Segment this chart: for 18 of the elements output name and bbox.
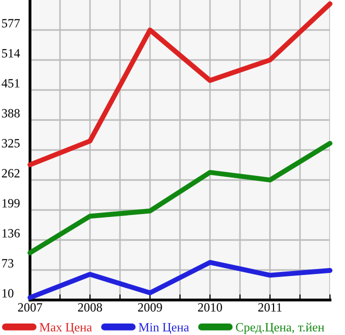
- y-tick-label: 10: [2, 289, 14, 298]
- y-tick-label: 514: [2, 49, 20, 58]
- x-tick-label: 2007: [18, 303, 42, 312]
- y-tick-label: 262: [2, 169, 20, 178]
- y-tick-label: 73: [2, 259, 14, 268]
- x-tick-label: 2008: [78, 303, 102, 312]
- legend-label: Сред.Цена, т.йен: [236, 322, 324, 334]
- y-tick-label: 325: [2, 139, 20, 148]
- x-tick-label: 2010: [198, 303, 222, 312]
- y-tick-label: 199: [2, 199, 20, 208]
- x-tick-label: 2011: [258, 303, 282, 312]
- y-tick-label: 388: [2, 109, 20, 118]
- y-tick-label: 136: [2, 229, 20, 238]
- x-tick-label: 2009: [138, 303, 162, 312]
- y-tick-label: 451: [2, 79, 20, 88]
- y-tick-label: 577: [2, 19, 20, 28]
- legend-label: Max Цена: [40, 323, 92, 334]
- legend-label: Min Цена: [138, 323, 189, 334]
